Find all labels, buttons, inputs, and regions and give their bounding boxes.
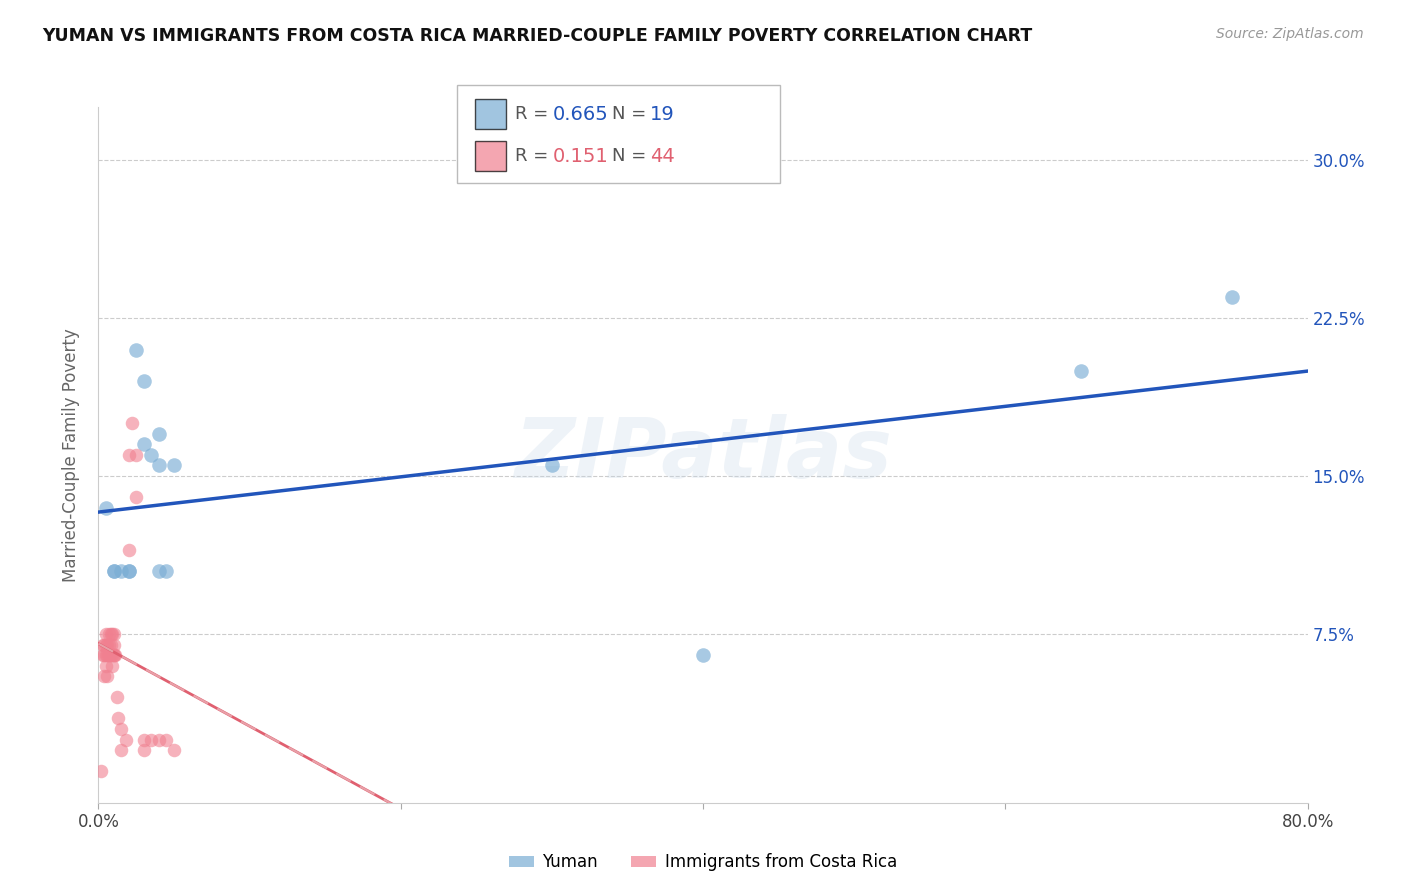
Point — [104, 648, 127, 663]
Point — [101, 648, 124, 663]
Point — [96, 669, 118, 683]
Point — [100, 648, 122, 663]
Point — [96, 638, 118, 652]
Point — [98, 638, 121, 652]
Point — [100, 627, 122, 641]
Point — [96, 648, 118, 663]
Point — [1220, 290, 1243, 304]
Text: ZIPatlas: ZIPatlas — [515, 415, 891, 495]
Point — [107, 711, 129, 725]
Point — [94, 627, 117, 641]
Text: 44: 44 — [650, 146, 675, 166]
Text: R =: R = — [515, 147, 554, 165]
Text: N =: N = — [612, 147, 651, 165]
Point — [91, 648, 114, 663]
Point — [141, 732, 163, 747]
Point — [100, 638, 122, 652]
Point — [118, 448, 141, 462]
Point — [125, 343, 148, 357]
Point — [132, 743, 155, 757]
Point — [103, 638, 125, 652]
Point — [105, 690, 128, 705]
Point — [132, 732, 155, 747]
Point — [132, 374, 155, 388]
Text: N =: N = — [612, 105, 651, 123]
Point — [121, 417, 143, 431]
Point — [148, 564, 170, 578]
Point — [90, 764, 112, 779]
Text: R =: R = — [515, 105, 554, 123]
Text: 0.151: 0.151 — [553, 146, 609, 166]
Point — [692, 648, 714, 663]
Point — [148, 732, 170, 747]
Point — [118, 564, 141, 578]
Point — [110, 743, 132, 757]
Y-axis label: Married-Couple Family Poverty: Married-Couple Family Poverty — [62, 328, 80, 582]
Point — [93, 638, 115, 652]
Point — [118, 564, 141, 578]
Point — [94, 500, 117, 515]
Point — [118, 542, 141, 557]
Point — [163, 743, 186, 757]
Text: Source: ZipAtlas.com: Source: ZipAtlas.com — [1216, 27, 1364, 41]
Point — [103, 564, 125, 578]
Point — [103, 648, 125, 663]
Point — [110, 722, 132, 736]
Point — [125, 448, 148, 462]
Point — [125, 490, 148, 504]
Text: 19: 19 — [650, 104, 675, 124]
Point — [110, 564, 132, 578]
Point — [132, 437, 155, 451]
Point — [91, 638, 114, 652]
Point — [1070, 363, 1092, 377]
Legend: Yuman, Immigrants from Costa Rica: Yuman, Immigrants from Costa Rica — [502, 847, 904, 878]
Point — [101, 658, 124, 673]
Point — [141, 448, 163, 462]
Point — [155, 732, 177, 747]
Point — [94, 648, 117, 663]
Text: YUMAN VS IMMIGRANTS FROM COSTA RICA MARRIED-COUPLE FAMILY POVERTY CORRELATION CH: YUMAN VS IMMIGRANTS FROM COSTA RICA MARR… — [42, 27, 1032, 45]
Point — [114, 732, 136, 747]
Point — [98, 648, 121, 663]
Point — [148, 458, 170, 473]
Point — [163, 458, 186, 473]
Point — [148, 426, 170, 441]
Point — [103, 564, 125, 578]
Point — [103, 648, 125, 663]
Point — [94, 658, 117, 673]
Point — [93, 648, 115, 663]
Point — [101, 627, 124, 641]
Point — [155, 564, 177, 578]
Point — [93, 669, 115, 683]
Point — [103, 627, 125, 641]
Point — [540, 458, 562, 473]
Text: 0.665: 0.665 — [553, 104, 609, 124]
Point — [98, 627, 121, 641]
Point — [98, 648, 121, 663]
Point — [94, 638, 117, 652]
